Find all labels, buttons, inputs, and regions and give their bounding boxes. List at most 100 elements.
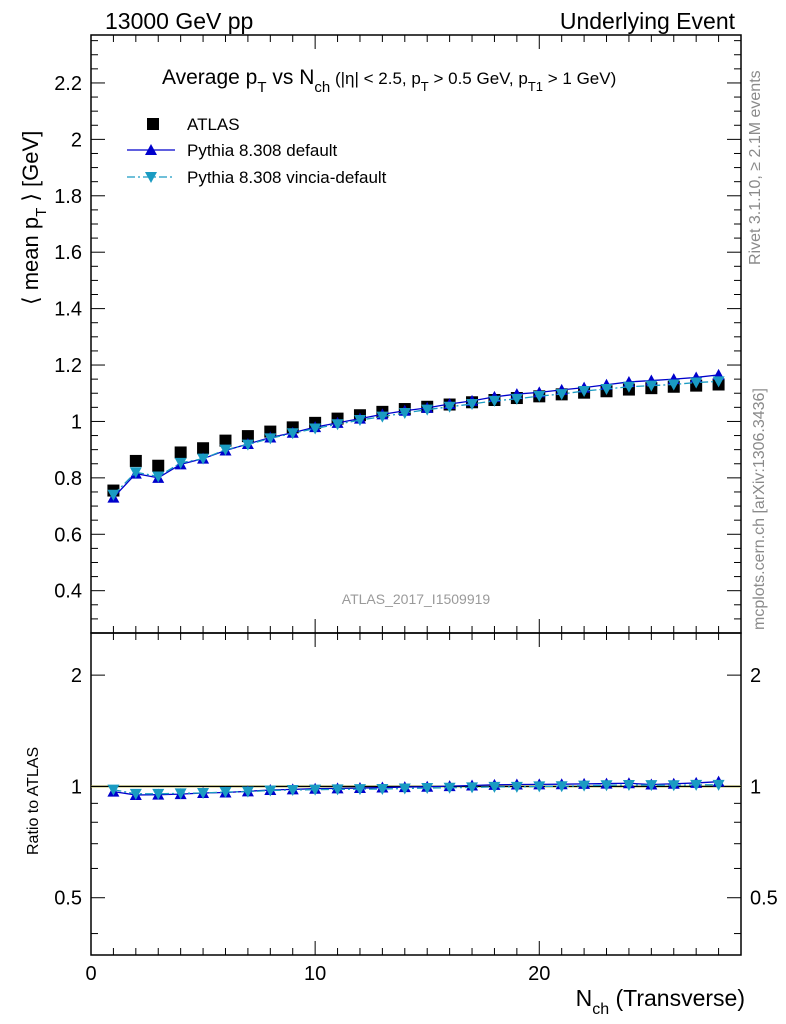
ratio-series-point	[533, 781, 546, 793]
ratio-series-point	[690, 779, 703, 791]
main-series-point	[690, 377, 703, 389]
header-right: Underlying Event	[560, 8, 736, 34]
ratio-series-point	[555, 781, 568, 793]
main-series-point	[353, 415, 366, 427]
main-series-point	[466, 398, 479, 410]
ratio-series-point	[488, 781, 501, 793]
main-series-point	[107, 489, 120, 501]
ratio-series-point	[219, 786, 232, 798]
main-series-point	[555, 389, 568, 401]
ratio-series-point	[376, 784, 389, 796]
ratio-y-tick-label-right: 1	[750, 776, 761, 798]
ratio-series-point	[331, 784, 344, 796]
analysis-watermark: ATLAS_2017_I1509919	[342, 591, 491, 607]
ratio-axes: 0 10 20 0.5 0.5 1 1 2 2	[54, 633, 778, 985]
ratio-series-point	[421, 783, 434, 795]
ratio-panel-frame	[90, 632, 742, 956]
main-series-point	[667, 379, 680, 391]
main-series-point	[712, 376, 725, 388]
main-series-point	[241, 439, 254, 451]
main-series-point	[152, 459, 165, 472]
ratio-series-point	[353, 784, 366, 796]
y-tick-label: 1.6	[54, 242, 82, 264]
ratio-series-point	[443, 782, 456, 794]
main-series-point	[129, 454, 142, 467]
legend-marker-pythia-default	[145, 144, 157, 155]
main-series-point	[533, 391, 546, 403]
main-series-point	[398, 407, 411, 419]
x-tick-label: 10	[304, 963, 326, 985]
main-series-point	[129, 467, 142, 479]
main-series-point	[443, 401, 456, 413]
x-tick-label: 0	[85, 963, 96, 985]
main-series-line-2	[112, 380, 719, 496]
ratio-series-point	[622, 779, 635, 791]
ratio-series-point	[241, 786, 254, 798]
ratio-series-point	[712, 779, 725, 791]
ratio-plot-area	[91, 775, 741, 801]
main-series-point	[488, 395, 501, 407]
y-tick-label: 1.4	[54, 299, 82, 321]
ratio-series-point	[264, 785, 277, 797]
ratio-y-tick-label: 1	[71, 776, 82, 798]
header-left: 13000 GeV pp	[105, 8, 253, 34]
legend: ATLAS Pythia 8.308 default Pythia 8.308 …	[127, 115, 387, 187]
main-series-point	[331, 419, 344, 431]
ratio-series-point	[645, 780, 658, 792]
main-series-point	[241, 430, 254, 443]
legend-label-pythia-vincia: Pythia 8.308 vincia-default	[187, 168, 387, 187]
main-series-point	[578, 385, 591, 397]
mcplots-label: mcplots.cern.ch [arXiv:1306.3436]	[751, 388, 768, 630]
y-tick-label: 1	[71, 411, 82, 433]
ratio-y-tick-label: 2	[71, 665, 82, 687]
ratio-series-point	[578, 780, 591, 792]
main-series-point	[197, 442, 210, 455]
ratio-series-point	[107, 784, 120, 796]
main-series-point	[622, 381, 635, 393]
main-plot-area	[107, 368, 725, 503]
main-series-point	[600, 384, 613, 396]
main-series-point	[376, 411, 389, 423]
legend-marker-atlas	[147, 118, 159, 130]
main-series-point	[286, 428, 299, 440]
main-series-point	[219, 444, 232, 456]
ratio-y-tick-label-right: 0.5	[750, 888, 778, 910]
main-title: Average pT vs Nch (|η| < 2.5, pT > 0.5 G…	[162, 66, 616, 96]
ratio-y-tick-label: 0.5	[54, 888, 82, 910]
x-tick-label: 20	[528, 963, 550, 985]
y-tick-label: 0.4	[54, 581, 82, 603]
main-ylabel: ⟨ mean pT ⟩ [GeV]	[18, 131, 50, 305]
y-tick-label: 0.6	[54, 524, 82, 546]
y-tick-label: 1.2	[54, 355, 82, 377]
main-series-point	[197, 453, 210, 465]
main-series-point	[421, 404, 434, 416]
main-series-point	[645, 380, 658, 392]
ratio-series-point	[600, 780, 613, 792]
ratio-series-point	[152, 788, 165, 800]
ratio-series-point	[129, 788, 142, 800]
y-tick-label: 1.8	[54, 186, 82, 208]
main-series-point	[510, 393, 523, 405]
main-series-point	[174, 446, 187, 459]
rivet-version-label: Rivet 3.1.10, ≥ 2.1M events	[747, 70, 764, 265]
legend-marker-pythia-vincia	[145, 172, 157, 183]
main-series-point	[174, 457, 187, 469]
legend-label-atlas: ATLAS	[187, 115, 240, 134]
ratio-series-point	[174, 788, 187, 800]
ratio-y-tick-label-right: 2	[750, 665, 761, 687]
y-tick-label: 0.8	[54, 468, 82, 490]
main-axes: 0.4 0.6 0.8 1 1.2 1.4 1.6 1.8 2 2.2	[54, 35, 742, 634]
ratio-series-point	[510, 781, 523, 793]
ratio-series-point	[286, 785, 299, 797]
ratio-series-point	[667, 780, 680, 792]
y-tick-label: 2	[71, 129, 82, 151]
ratio-series-point	[398, 783, 411, 795]
y-tick-label: 2.2	[54, 73, 82, 95]
main-series-point	[309, 423, 322, 435]
xlabel: Nch (Transverse)	[576, 985, 745, 1018]
ratio-ylabel: Ratio to ATLAS	[25, 747, 42, 855]
ratio-series-line-1	[113, 784, 719, 795]
ratio-series-point	[309, 784, 322, 796]
ratio-series-point	[197, 787, 210, 799]
